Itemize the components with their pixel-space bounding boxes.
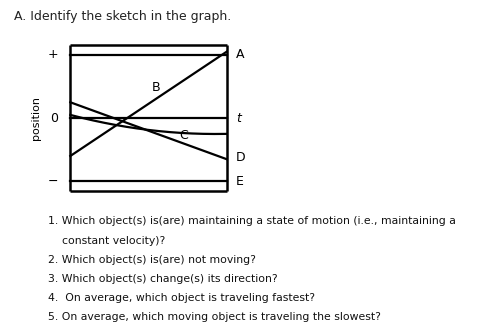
Text: 0: 0 (50, 112, 58, 125)
Text: B: B (151, 81, 160, 94)
Text: 5. On average, which moving object is traveling the slowest?: 5. On average, which moving object is tr… (48, 312, 380, 321)
Text: 4.  On average, which object is traveling fastest?: 4. On average, which object is traveling… (48, 293, 314, 302)
Text: t: t (236, 112, 240, 125)
Text: −: − (47, 175, 58, 188)
Text: A: A (236, 49, 244, 61)
Text: 2. Which object(s) is(are) not moving?: 2. Which object(s) is(are) not moving? (48, 255, 255, 264)
Text: 3. Which object(s) change(s) its direction?: 3. Which object(s) change(s) its directi… (48, 274, 277, 283)
Text: constant velocity)?: constant velocity)? (48, 236, 165, 245)
Text: C: C (180, 129, 188, 142)
Text: D: D (236, 151, 245, 164)
Text: A. Identify the sketch in the graph.: A. Identify the sketch in the graph. (14, 10, 231, 23)
Text: 1. Which object(s) is(are) maintaining a state of motion (i.e., maintaining a: 1. Which object(s) is(are) maintaining a… (48, 216, 455, 226)
Text: E: E (236, 175, 243, 188)
Text: position: position (31, 96, 41, 140)
Text: +: + (47, 49, 58, 61)
